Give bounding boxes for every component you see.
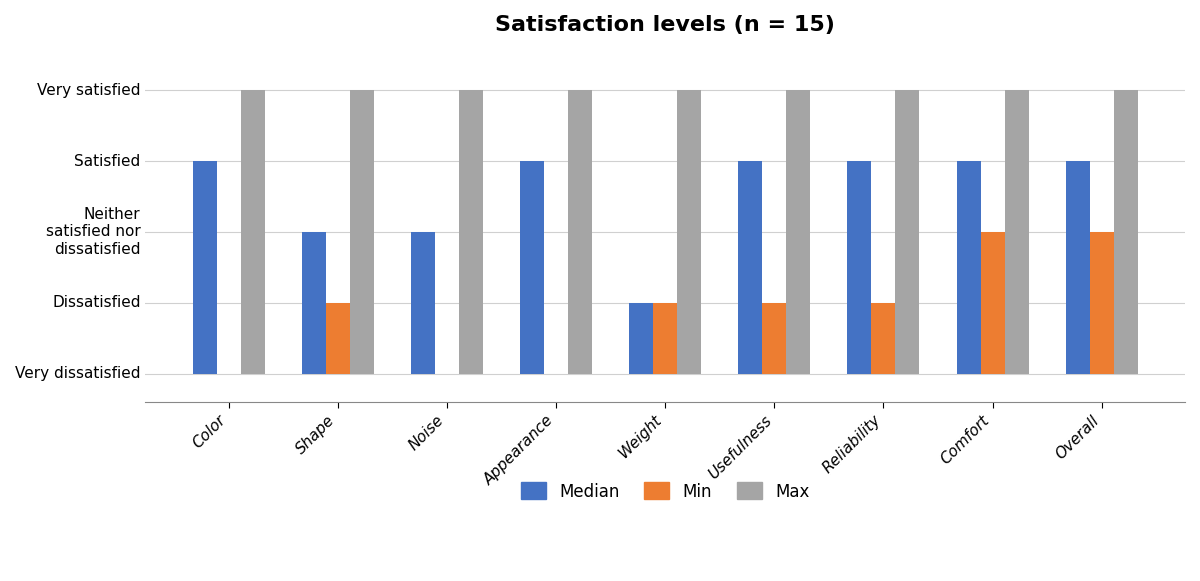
- Bar: [980, 232, 1004, 374]
- Bar: [1004, 90, 1028, 374]
- Legend: Median, Min, Max: Median, Min, Max: [514, 476, 816, 507]
- Bar: [193, 161, 217, 374]
- Bar: [1090, 232, 1114, 374]
- Bar: [653, 303, 677, 374]
- Bar: [325, 303, 349, 374]
- Bar: [1066, 161, 1090, 374]
- Bar: [241, 90, 265, 374]
- Bar: [677, 90, 701, 374]
- Bar: [762, 303, 786, 374]
- Bar: [738, 161, 762, 374]
- Title: Satisfaction levels (n = 15): Satisfaction levels (n = 15): [496, 15, 835, 35]
- Bar: [956, 161, 980, 374]
- Bar: [410, 232, 434, 374]
- Bar: [871, 303, 895, 374]
- Bar: [895, 90, 919, 374]
- Bar: [568, 90, 592, 374]
- Bar: [786, 90, 810, 374]
- Bar: [1114, 90, 1138, 374]
- Bar: [301, 232, 325, 374]
- Bar: [520, 161, 544, 374]
- Bar: [629, 303, 653, 374]
- Bar: [349, 90, 373, 374]
- Bar: [458, 90, 482, 374]
- Bar: [847, 161, 871, 374]
